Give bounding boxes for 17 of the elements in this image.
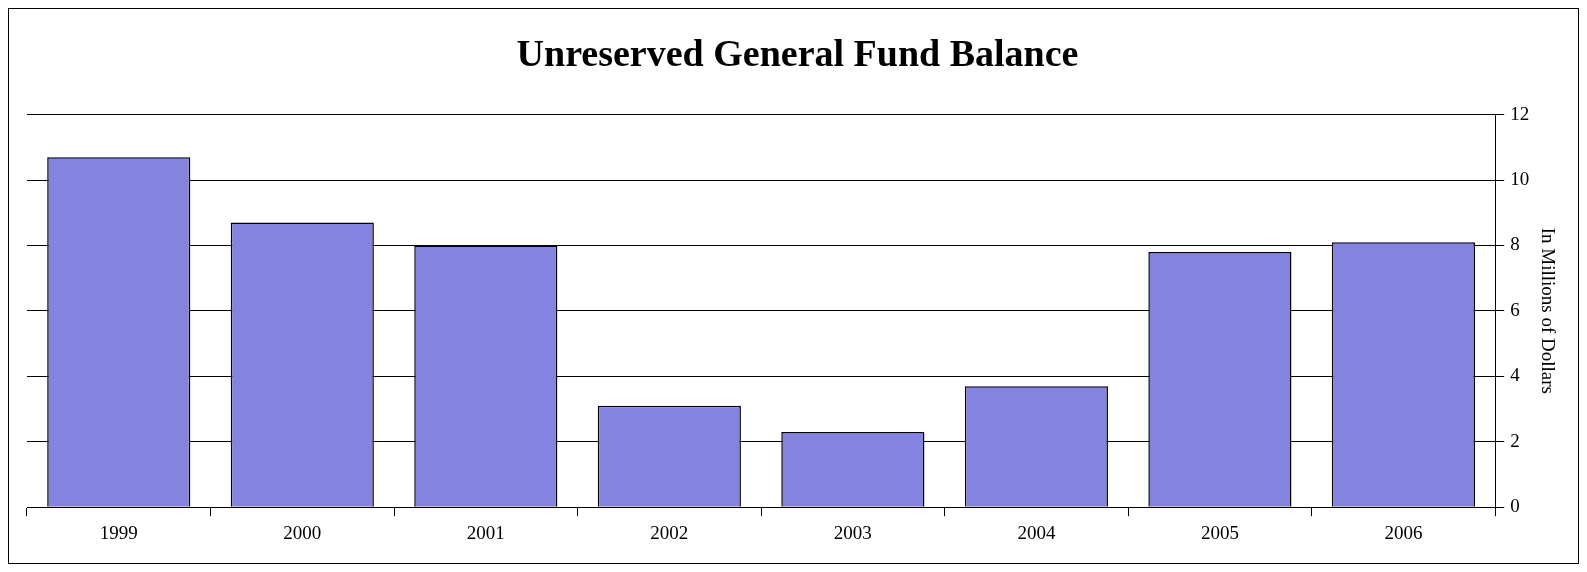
- y-axis-title: In Millions of Dollars: [1537, 227, 1559, 395]
- y-tick-label: 8: [1510, 233, 1520, 255]
- x-tick-label: 2005: [1200, 521, 1239, 543]
- x-tick-label: 1999: [99, 521, 138, 543]
- x-tick-label: 2004: [1017, 521, 1056, 543]
- x-tick-label: 2006: [1384, 521, 1423, 543]
- y-tick-label: 0: [1510, 495, 1520, 517]
- y-tick-label: 12: [1510, 102, 1530, 124]
- y-tick-label: 10: [1510, 168, 1530, 190]
- x-tick-label: 2003: [833, 521, 872, 543]
- x-tick-label: 2000: [283, 521, 322, 543]
- x-tick-label: 2002: [650, 521, 689, 543]
- y-tick-label: 4: [1510, 364, 1521, 386]
- x-tick-label: 2001: [466, 521, 505, 543]
- y-tick-label: 2: [1510, 429, 1520, 451]
- chart-title: Unreserved General Fund Balance: [516, 31, 1079, 74]
- y-tick-label: 6: [1510, 298, 1520, 320]
